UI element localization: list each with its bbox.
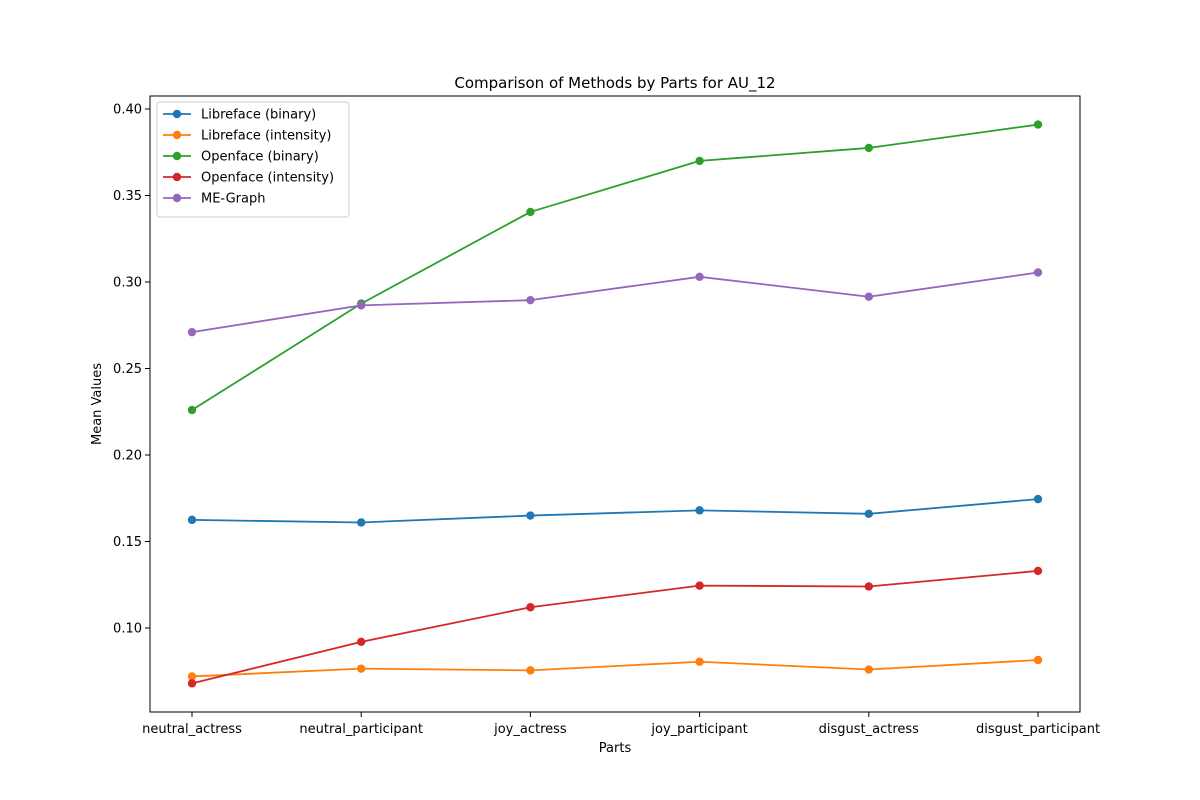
x-tick-label: joy_actress (493, 722, 567, 737)
data-point (187, 405, 197, 415)
data-point (526, 511, 535, 520)
legend-box (156, 101, 350, 218)
series-openface-intensity (187, 566, 1043, 688)
series-line (191, 271, 1039, 334)
series-me-graph (187, 268, 1043, 337)
data-point (1033, 655, 1043, 665)
y-tick-label: 0.40 (113, 103, 142, 118)
data-point (526, 603, 535, 612)
series-line (191, 659, 1039, 678)
series-libreface-intensity (187, 655, 1043, 681)
data-point (695, 156, 704, 166)
legend-marker (172, 109, 182, 119)
data-point (864, 509, 873, 519)
series-line (191, 123, 1039, 411)
legend-item: Openface (binary) (163, 150, 319, 165)
data-point (526, 295, 535, 305)
y-axis-label: Mean Values (90, 363, 105, 445)
data-point (695, 581, 704, 590)
legend-item: Libreface (binary) (163, 108, 316, 123)
data-point (864, 143, 873, 153)
data-point (187, 679, 197, 688)
data-point (864, 292, 873, 301)
data-point (357, 518, 366, 527)
x-tick-label: disgust_actress (819, 722, 920, 737)
data-point (357, 637, 366, 647)
data-point (864, 665, 873, 674)
data-point (1033, 120, 1043, 129)
data-point (1033, 268, 1043, 277)
data-point (187, 327, 197, 337)
data-point (187, 672, 197, 681)
data-point (864, 582, 873, 591)
x-tick-label: neutral_participant (299, 722, 423, 737)
y-tick-label: 0.35 (113, 189, 142, 204)
legend-item: ME-Graph (163, 192, 265, 207)
legend-label: Libreface (binary) (201, 108, 316, 123)
x-axis-label: Parts (599, 741, 632, 756)
legend: Libreface (binary) Libreface (intensity) O… (156, 101, 350, 218)
data-point (695, 506, 704, 515)
legend-marker (172, 193, 182, 203)
data-point (695, 272, 704, 282)
legend-item: Libreface (intensity) (163, 129, 332, 144)
x-tick-label: joy_participant (650, 722, 747, 737)
chart-title: Comparison of Methods by Parts for AU_12 (454, 74, 775, 93)
legend-label: Openface (intensity) (201, 171, 334, 186)
series-openface-binary (187, 120, 1043, 415)
y-tick-label: 0.30 (113, 276, 142, 291)
data-point (1033, 566, 1043, 576)
series-libreface-binary (187, 494, 1043, 527)
legend-label: ME-Graph (201, 192, 265, 207)
series-line (191, 498, 1039, 524)
y-tick-label: 0.10 (113, 622, 142, 637)
legend-marker (172, 172, 182, 182)
data-point (357, 301, 366, 310)
data-point (526, 207, 535, 217)
data-point (357, 664, 366, 673)
data-point (1033, 494, 1043, 504)
x-tick-label: disgust_participant (976, 722, 1100, 737)
legend-item: Openface (intensity) (163, 171, 334, 186)
data-point (526, 666, 535, 675)
series-line (191, 570, 1039, 685)
y-tick-label: 0.25 (113, 362, 142, 377)
data-point (695, 657, 704, 666)
y-tick-label: 0.20 (113, 449, 142, 464)
x-tick-label: neutral_actress (142, 722, 242, 737)
legend-label: Openface (binary) (201, 150, 319, 165)
legend-marker (172, 130, 182, 140)
data-point (187, 515, 197, 525)
legend-marker (172, 151, 182, 161)
legend-label: Libreface (intensity) (201, 129, 332, 144)
y-tick-label: 0.15 (113, 535, 142, 550)
